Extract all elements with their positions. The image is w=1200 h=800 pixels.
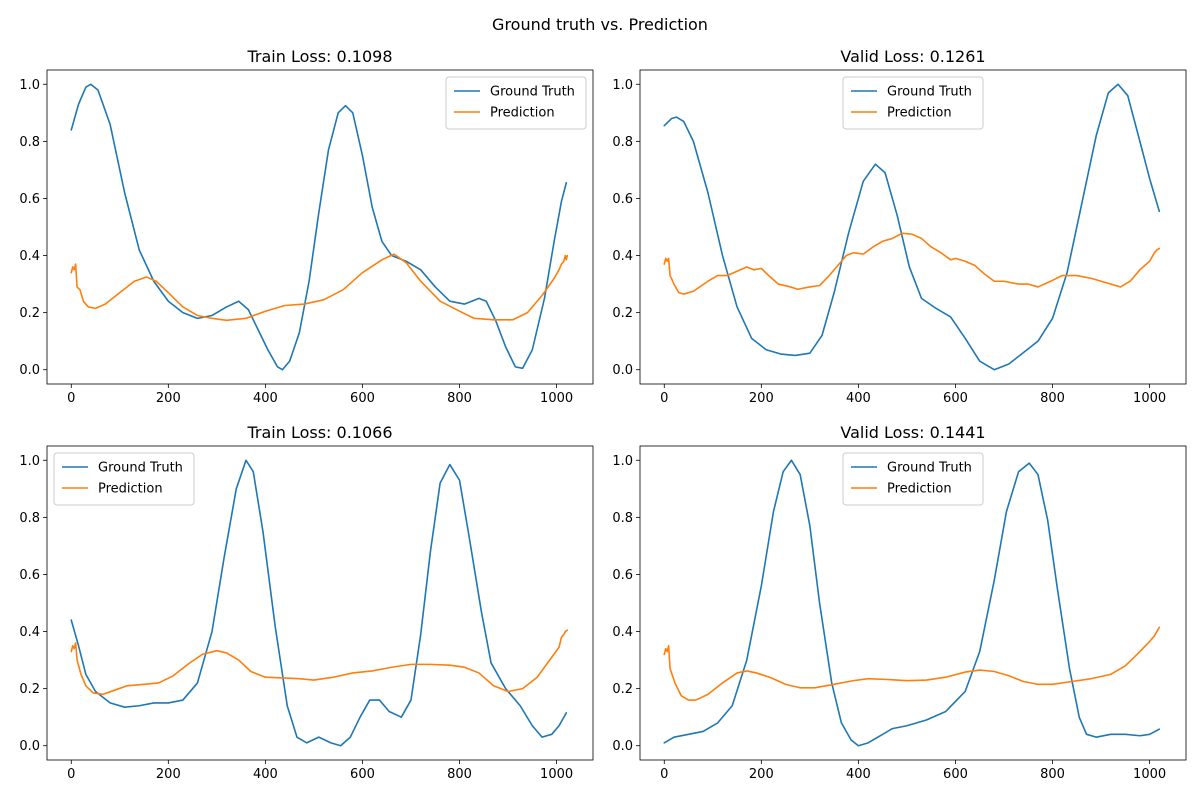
chart-panel-2: Valid Loss: 0.1261 0 200 400 600 800 1000 0.0 0.… — [612, 47, 1187, 406]
legend: Ground Truth Prediction — [842, 452, 984, 506]
plot-area — [663, 459, 1161, 747]
y-tick-label: 1.0 — [612, 454, 633, 469]
y-tick-label: 1.0 — [19, 78, 40, 93]
x-tick-label: 800 — [1040, 767, 1065, 782]
series-line-ground-truth — [663, 459, 1161, 747]
legend: Ground Truth Prediction — [53, 452, 195, 506]
x-tick-label: 200 — [749, 767, 774, 782]
axes-frame — [639, 69, 1187, 385]
y-tick-label: 1.0 — [612, 78, 633, 93]
y-tick-label: 0.2 — [612, 682, 633, 697]
y-tick-label: 0.4 — [19, 249, 40, 264]
y-tick-label: 0.8 — [612, 135, 633, 150]
chart-title: Valid Loss: 0.1441 — [840, 423, 985, 442]
x-tick-label: 200 — [749, 391, 774, 406]
x-tick-label: 1000 — [1133, 767, 1166, 782]
axes-frame — [46, 69, 594, 385]
series-line-prediction — [663, 232, 1161, 295]
y-tick-label: 0.6 — [612, 568, 633, 583]
y-tick-label: 1.0 — [19, 454, 40, 469]
series-line-ground-truth — [70, 459, 568, 747]
legend: Ground Truth Prediction — [842, 76, 984, 130]
x-tick-label: 400 — [253, 391, 278, 406]
y-tick-label: 0.2 — [612, 306, 633, 321]
y-tick-label: 0.8 — [19, 135, 40, 150]
plot-area — [663, 83, 1161, 371]
y-tick-label: 0.0 — [19, 363, 40, 378]
legend-label: Ground Truth — [887, 85, 972, 100]
y-tick-label: 0.6 — [612, 192, 633, 207]
series-line-prediction — [663, 626, 1161, 701]
y-tick-label: 0.4 — [19, 625, 40, 640]
y-tick-label: 0.4 — [612, 625, 633, 640]
y-tick-label: 0.6 — [19, 568, 40, 583]
axes-frame — [46, 445, 594, 761]
y-tick-label: 0.6 — [19, 192, 40, 207]
y-tick-label: 0.4 — [612, 249, 633, 264]
series-line-ground-truth — [663, 83, 1161, 371]
plot-area — [70, 459, 569, 747]
x-tick-label: 600 — [350, 391, 375, 406]
series-line-prediction — [70, 253, 569, 322]
x-tick-label: 1000 — [540, 767, 573, 782]
chart-panel-3: Train Loss: 0.1066 0 200 400 600 800 1000 0.0 0.… — [19, 423, 594, 782]
x-tick-label: 0 — [67, 391, 75, 406]
x-tick-label: 800 — [1040, 391, 1065, 406]
legend-label: Prediction — [887, 482, 952, 497]
x-tick-label: 800 — [447, 391, 472, 406]
y-tick-label: 0.8 — [19, 511, 40, 526]
x-tick-label: 0 — [660, 767, 668, 782]
series-line-prediction — [70, 629, 569, 696]
series-line-ground-truth — [70, 83, 568, 371]
legend-label: Prediction — [98, 482, 163, 497]
x-tick-label: 400 — [846, 391, 871, 406]
y-tick-label: 0.8 — [612, 511, 633, 526]
chart-title: Train Loss: 0.1066 — [246, 423, 392, 442]
legend-box — [445, 76, 587, 130]
x-tick-label: 400 — [846, 767, 871, 782]
y-tick-label: 0.0 — [612, 363, 633, 378]
axes-frame — [639, 445, 1187, 761]
x-tick-label: 0 — [67, 767, 75, 782]
y-tick-label: 0.2 — [19, 682, 40, 697]
x-tick-label: 600 — [943, 391, 968, 406]
x-tick-label: 1000 — [1133, 391, 1166, 406]
x-tick-label: 1000 — [540, 391, 573, 406]
legend: Ground Truth Prediction — [445, 76, 587, 130]
chart-panel-4: Valid Loss: 0.1441 0 200 400 600 800 1000 0.0 0.… — [612, 423, 1187, 782]
legend-box — [842, 76, 984, 130]
legend-label: Ground Truth — [490, 85, 575, 100]
figure-suptitle: Ground truth vs. Prediction — [492, 15, 708, 34]
x-tick-label: 200 — [156, 391, 181, 406]
y-tick-label: 0.0 — [612, 739, 633, 754]
y-tick-label: 0.0 — [19, 739, 40, 754]
chart-title: Valid Loss: 0.1261 — [840, 47, 985, 66]
y-tick-label: 0.2 — [19, 306, 40, 321]
legend-label: Ground Truth — [887, 461, 972, 476]
plot-area — [70, 83, 569, 371]
legend-label: Prediction — [490, 106, 555, 121]
chart-title: Train Loss: 0.1098 — [246, 47, 392, 66]
chart-panel-1: Train Loss: 0.1098 0 200 400 600 800 1000 0.0 0.… — [19, 47, 594, 406]
x-tick-label: 600 — [943, 767, 968, 782]
x-tick-label: 200 — [156, 767, 181, 782]
legend-box — [842, 452, 984, 506]
x-tick-label: 400 — [253, 767, 278, 782]
chart-grid: Train Loss: 0.1098 0 200 400 600 800 1000 0.0 0.… — [19, 47, 1187, 782]
x-tick-label: 600 — [350, 767, 375, 782]
x-tick-label: 800 — [447, 767, 472, 782]
legend-label: Prediction — [887, 106, 952, 121]
legend-box — [53, 452, 195, 506]
x-tick-label: 0 — [660, 391, 668, 406]
legend-label: Ground Truth — [98, 461, 183, 476]
